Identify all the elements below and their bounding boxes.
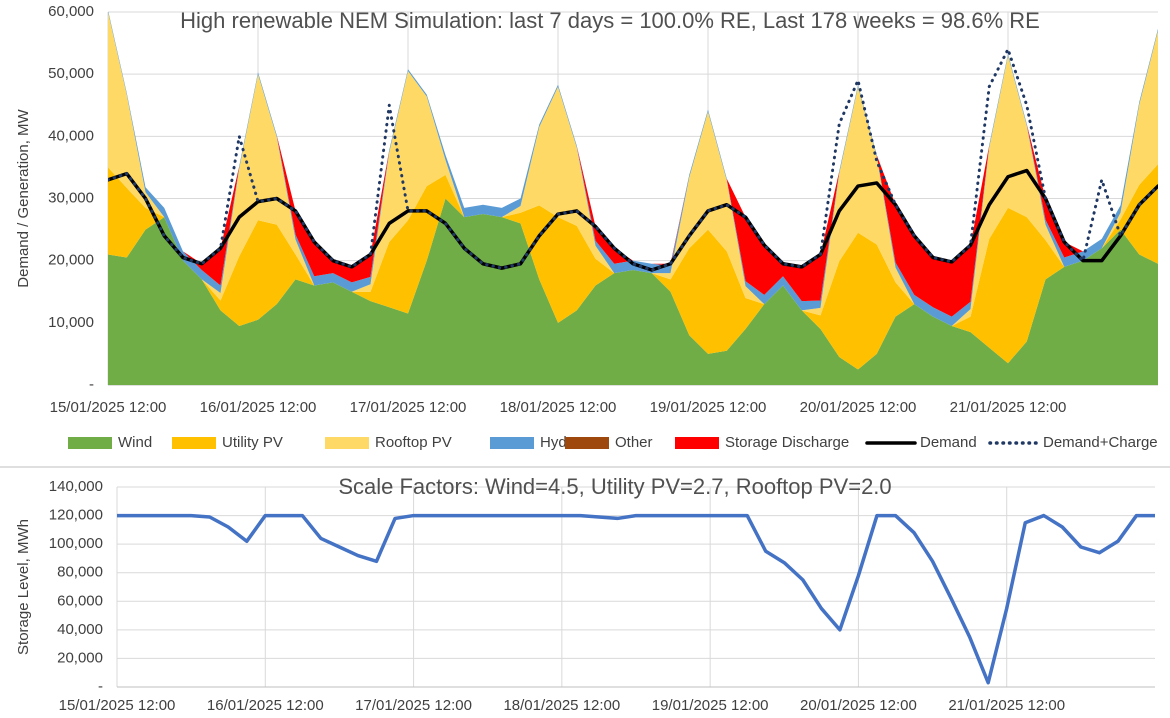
x-tick-label: 20/01/2025 12:00 [800,399,917,416]
y-tick-label: 120,000 [49,507,103,524]
x-tick-label: 18/01/2025 12:00 [500,399,617,416]
chart-title: Scale Factors: Wind=4.5, Utility PV=2.7,… [338,474,891,499]
y-tick-label: 40,000 [48,127,94,144]
plot-area [117,513,1155,685]
y-tick-label: 100,000 [49,535,103,552]
dotted-line [108,47,1158,272]
x-tick-label: 19/01/2025 12:00 [650,399,767,416]
y-tick-label: 60,000 [57,592,103,609]
y-tick-label: 30,000 [48,189,94,206]
legend-label: Wind [118,434,152,451]
x-tick-label: 17/01/2025 12:00 [355,697,472,714]
legend-label: Utility PV [222,434,283,451]
y-axis-title: Demand / Generation, MW [15,108,32,287]
legend-label: Rooftop PV [375,434,452,451]
x-tick-label: 18/01/2025 12:00 [503,697,620,714]
y-tick-label: 60,000 [48,3,94,20]
y-tick-label: - [98,678,103,695]
y-tick-label: 50,000 [48,65,94,82]
legend-symbol [325,437,369,449]
y-tick-label: 140,000 [49,478,103,495]
legend-symbol [490,437,534,449]
y-tick-label: 10,000 [48,314,94,331]
legend-symbol [172,437,216,449]
stacked-area [108,12,1158,317]
legend-symbol [565,437,609,449]
x-tick-label: 16/01/2025 12:00 [207,697,324,714]
x-tick-label: 16/01/2025 12:00 [200,399,317,416]
y-axis-title: Storage Level, MWh [15,519,32,655]
storage-chart: - 20,000 40,000 60,000 80,000 100,000 120,000 1… [15,474,1155,714]
plot-area [108,12,1158,385]
y-tick-label: 80,000 [57,564,103,581]
y-tick-label: - [89,376,94,393]
legend-symbol [68,437,112,449]
generation-chart: - 10,000 20,000 30,000 40,000 50,000 60,000 15/… [15,3,1158,451]
y-tick-label: 20,000 [48,252,94,269]
x-tick-label: 19/01/2025 12:00 [652,697,769,714]
x-tick-label: 20/01/2025 12:00 [800,697,917,714]
y-tick-label: 20,000 [57,649,103,666]
x-tick-label: 15/01/2025 12:00 [59,697,176,714]
legend-symbol [675,437,719,449]
x-tick-label: 21/01/2025 12:00 [948,697,1065,714]
legend-label: Demand+Charge [1043,434,1158,451]
x-tick-label: 15/01/2025 12:00 [50,399,167,416]
stacked-area [108,198,1158,385]
legend-label: Other [615,434,653,451]
legend-label: Demand [920,434,977,451]
chart-title: High renewable NEM Simulation: last 7 da… [180,8,1040,33]
y-tick-label: 40,000 [57,621,103,638]
line [117,513,1155,685]
x-tick-label: 21/01/2025 12:00 [950,399,1067,416]
legend-label: Storage Discharge [725,434,849,451]
x-tick-label: 17/01/2025 12:00 [350,399,467,416]
